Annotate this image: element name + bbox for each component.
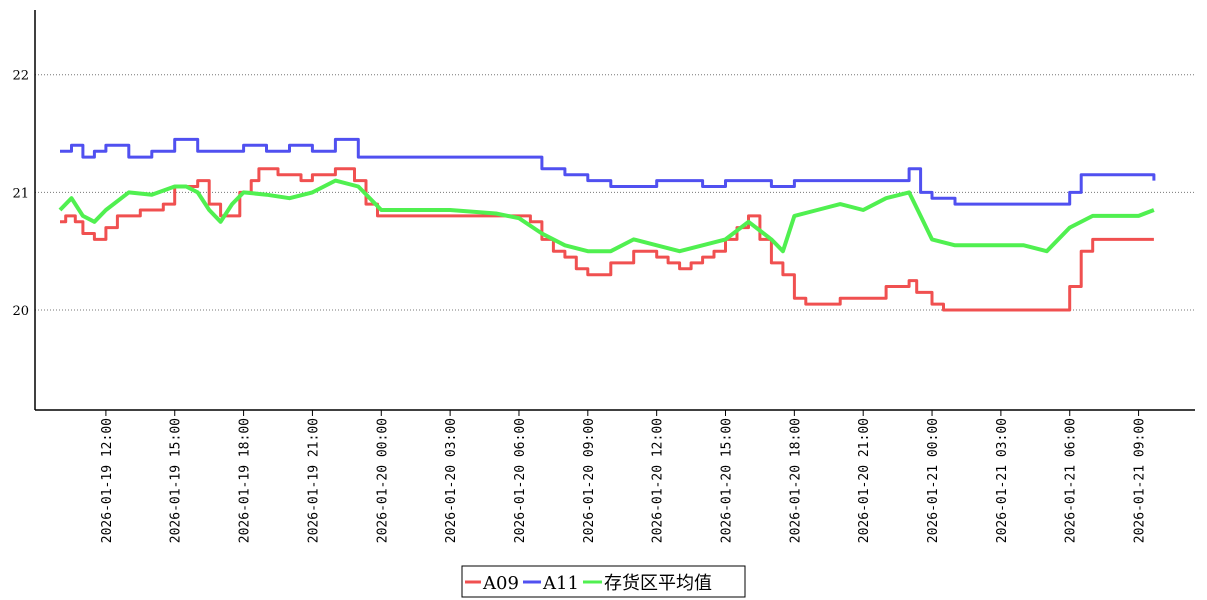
- x-tick-label: 2026-01-21 09:00: [1133, 418, 1148, 543]
- axes: [34, 10, 1195, 411]
- x-tick-label: 2026-01-20 00:00: [375, 418, 390, 543]
- x-tick-label: 2026-01-21 03:00: [995, 418, 1010, 543]
- x-ticks: 2026-01-19 12:00 2026-01-19 15:00 2026-01-…: [100, 410, 1148, 543]
- legend-label-a09: A09: [482, 573, 519, 594]
- x-tick-label: 2026-01-20 06:00: [513, 418, 528, 543]
- y-tick-label: 20: [12, 304, 29, 319]
- legend: A09 A11 存货区平均值: [461, 565, 746, 598]
- legend-label-a11: A11: [542, 573, 579, 594]
- legend-item-a09: A09: [465, 573, 519, 594]
- series-lines: [58, 137, 1156, 312]
- series-line-average: [58, 178, 1155, 254]
- x-tick-label: 2026-01-20 09:00: [582, 418, 597, 543]
- x-tick-label: 2026-01-19 12:00: [100, 418, 115, 543]
- x-tick-label: 2026-01-21 06:00: [1064, 418, 1079, 543]
- legend-item-average: 存货区平均值: [583, 573, 712, 594]
- x-tick-label: 2026-01-20 15:00: [720, 418, 735, 543]
- series-line-a11: [60, 137, 1156, 206]
- y-tick-label: 21: [12, 186, 29, 201]
- x-tick-label: 2026-01-20 18:00: [788, 418, 803, 543]
- x-tick-label: 2026-01-21 00:00: [926, 418, 941, 543]
- legend-item-a11: A11: [523, 573, 579, 594]
- legend-box: [461, 565, 746, 598]
- series-line-a09: [60, 167, 1154, 312]
- x-tick-label: 2026-01-19 18:00: [238, 418, 253, 543]
- y-tick-label: 22: [12, 69, 29, 84]
- x-tick-label: 2026-01-20 03:00: [444, 418, 459, 543]
- y-ticks: 20 21 22: [12, 69, 29, 319]
- legend-label-average: 存货区平均值: [604, 573, 712, 594]
- x-tick-label: 2026-01-19 15:00: [169, 418, 184, 543]
- x-tick-label: 2026-01-20 12:00: [651, 418, 666, 543]
- x-tick-label: 2026-01-19 21:00: [306, 418, 321, 543]
- x-tick-label: 2026-01-20 21:00: [857, 418, 872, 543]
